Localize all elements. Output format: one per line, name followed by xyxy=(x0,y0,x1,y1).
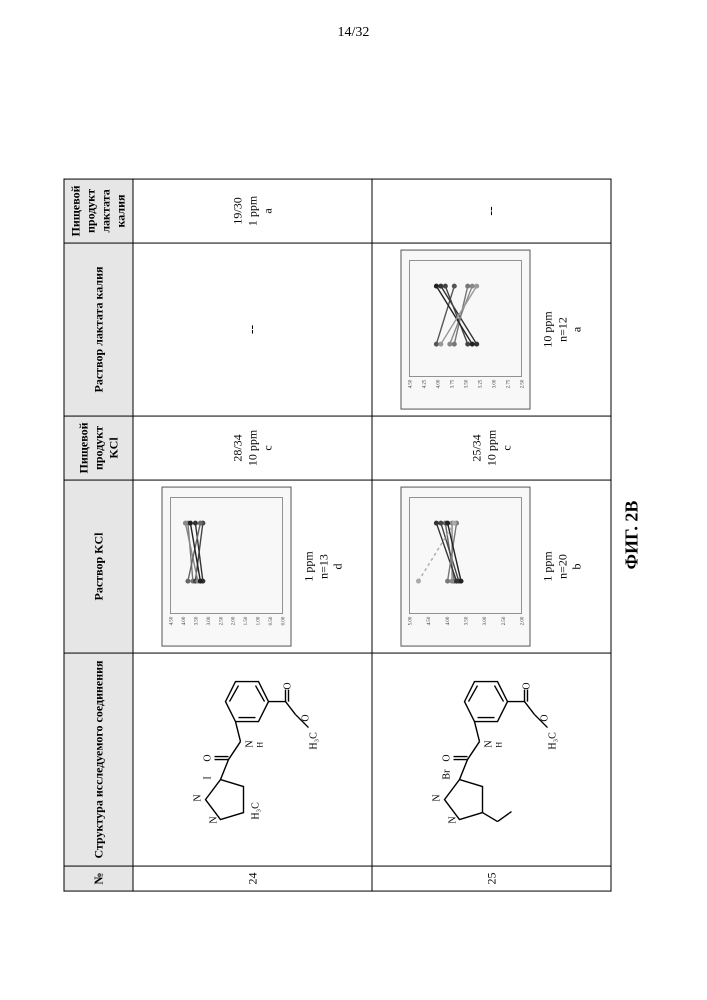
svg-text:3.25: 3.25 xyxy=(479,379,484,388)
svg-text:4.00: 4.00 xyxy=(182,616,187,625)
structure-cell: NNBr O NH O O H₃C xyxy=(372,653,611,866)
row-num: 25 xyxy=(372,866,611,891)
svg-text:4.50: 4.50 xyxy=(428,616,433,625)
svg-text:1.00: 1.00 xyxy=(257,616,262,625)
kcl-solution-cell: 5.00 4.50 4.00 3.50 3.00 2.50 2.00 1 ppmn=20b xyxy=(372,480,611,653)
lactate-solution-cell: -- xyxy=(133,243,372,416)
svg-text:3.00: 3.00 xyxy=(484,616,489,625)
kcl-cap: 1 ppmn=20b xyxy=(541,487,584,647)
figure-block: № Структура исследуемого соединения Раст… xyxy=(64,178,643,891)
svg-text:O: O xyxy=(283,682,294,689)
lactate-solution-cell: 4.50 4.25 4.00 3.75 3.50 3.25 3.00 2.75 2.50 10 … xyxy=(372,243,611,416)
kcl-cap: 1 ppmn=13d xyxy=(302,487,345,647)
svg-text:2.00: 2.00 xyxy=(521,616,526,625)
lactate-chart: 4.50 4.25 4.00 3.75 3.50 3.25 3.00 2.75 2.50 xyxy=(401,249,531,409)
header-lak-sol: Раствор лактата калия xyxy=(64,243,133,416)
svg-text:3.00: 3.00 xyxy=(207,616,212,625)
svg-text:O: O xyxy=(442,754,453,761)
svg-text:N: N xyxy=(209,816,220,823)
svg-text:N: N xyxy=(448,816,459,823)
svg-text:3.75: 3.75 xyxy=(451,379,456,388)
lactate-food-cell: -- xyxy=(372,179,611,243)
svg-text:H: H xyxy=(495,742,504,748)
svg-text:2.75: 2.75 xyxy=(507,379,512,388)
svg-text:4.00: 4.00 xyxy=(446,616,451,625)
header-lak-food: Пищевой продукт лактата калия xyxy=(64,179,133,243)
svg-text:5.00: 5.00 xyxy=(409,616,414,625)
svg-text:3.50: 3.50 xyxy=(465,379,470,388)
header-kcl-food: Пищевой продукт KCl xyxy=(64,416,133,480)
kcl-food-cell: 28/3410 ppmc xyxy=(133,416,372,480)
table-row: 24 NNIH₃C O NH O O H₃C4.504.003.503.002.… xyxy=(133,179,372,891)
dash: -- xyxy=(484,206,499,215)
svg-text:3.50: 3.50 xyxy=(195,616,200,625)
svg-text:H₃C: H₃C xyxy=(251,802,262,820)
svg-text:2.50: 2.50 xyxy=(220,616,225,625)
structure-cell: NNIH₃C O NH O O H₃C xyxy=(133,653,372,866)
svg-text:3.00: 3.00 xyxy=(493,379,498,388)
kcl-chart: 5.00 4.50 4.00 3.50 3.00 2.50 2.00 xyxy=(401,487,531,647)
kcl-chart: 4.50 4.00 3.50 3.00 2.50 2.00 1.50 1.00 0.50 0.00 xyxy=(162,487,292,647)
lactate-food-cell: 19/301 ppma xyxy=(133,179,372,243)
kcl-food-cell: 25/3410 ppmc xyxy=(372,416,611,480)
header-num: № xyxy=(64,866,133,891)
header-kcl-sol: Раствор KCl xyxy=(64,480,133,653)
svg-text:4.25: 4.25 xyxy=(423,379,428,388)
lactate-cap: 10 ppmn=12a xyxy=(541,249,584,409)
table-row: 25 NNBr O NH O O H₃C5.004. xyxy=(372,179,611,891)
svg-text:0.50: 0.50 xyxy=(269,616,274,625)
svg-text:0.00: 0.00 xyxy=(282,616,287,625)
svg-text:O: O xyxy=(203,754,214,761)
svg-text:H₃C: H₃C xyxy=(548,732,559,750)
dash: -- xyxy=(245,325,260,334)
svg-text:I: I xyxy=(203,776,214,779)
row-num: 24 xyxy=(133,866,372,891)
svg-text:1.50: 1.50 xyxy=(245,616,250,625)
svg-text:2.50: 2.50 xyxy=(521,379,526,388)
kcl-solution-cell: 4.50 4.00 3.50 3.00 2.50 2.00 1.50 1.00 0.50 0.00… xyxy=(133,480,372,653)
svg-text:2.50: 2.50 xyxy=(502,616,507,625)
svg-text:O: O xyxy=(522,682,533,689)
page-number: 14/32 xyxy=(0,25,707,41)
svg-text:4.00: 4.00 xyxy=(437,379,442,388)
svg-text:N: N xyxy=(484,740,495,747)
svg-text:Br: Br xyxy=(442,769,453,780)
svg-text:N: N xyxy=(245,740,256,747)
data-table: № Структура исследуемого соединения Раст… xyxy=(64,178,612,891)
svg-text:N: N xyxy=(432,794,443,801)
svg-text:4.50: 4.50 xyxy=(170,616,175,625)
svg-text:H: H xyxy=(256,742,265,748)
svg-text:3.50: 3.50 xyxy=(465,616,470,625)
figure-label: ФИГ. 2B xyxy=(622,178,643,891)
header-structure: Структура исследуемого соединения xyxy=(64,653,133,866)
svg-text:2.00: 2.00 xyxy=(232,616,237,625)
svg-text:4.50: 4.50 xyxy=(409,379,414,388)
svg-text:N: N xyxy=(193,794,204,801)
svg-text:H₃C: H₃C xyxy=(309,732,320,750)
